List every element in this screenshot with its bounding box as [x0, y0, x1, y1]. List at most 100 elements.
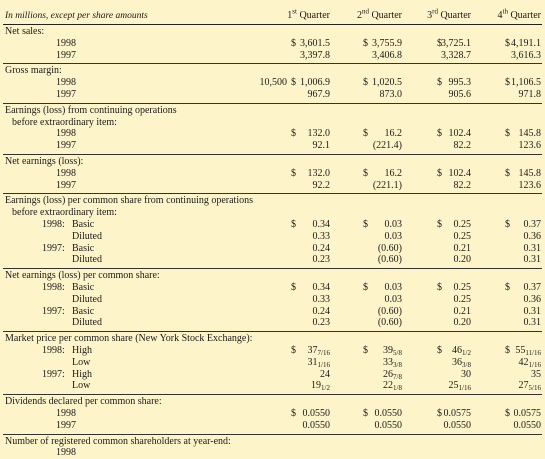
- cell-value: (0.60): [377, 317, 402, 329]
- cell-value: 0.31: [523, 242, 542, 254]
- rule: [3, 268, 542, 270]
- cell-value: 92.2: [312, 179, 331, 191]
- cell-currency: $: [505, 37, 510, 49]
- rule: [3, 193, 542, 195]
- cell-number: 1,106.5: [511, 77, 541, 89]
- cell-value: 995.3: [449, 77, 472, 89]
- rule: [3, 102, 542, 104]
- quarter-sup: th: [502, 7, 508, 16]
- cell-value: 145.8: [519, 128, 542, 140]
- cell-value: 0.0550: [302, 419, 331, 431]
- row-year: 1998: [56, 408, 76, 419]
- row-sub: Basic: [72, 305, 95, 317]
- row-year: 1998:: [42, 345, 65, 356]
- cell-value: 102.4: [449, 128, 472, 140]
- cell-number: 102.4: [448, 128, 472, 140]
- cell-fraction: 5/16: [528, 384, 541, 393]
- row-year: 1997: [56, 49, 76, 61]
- cell-value: 395/8: [383, 345, 402, 357]
- quarter-sup: st: [292, 7, 297, 16]
- cell-currency: $: [363, 167, 368, 179]
- cell-currency: $: [505, 345, 510, 356]
- rule: [3, 433, 542, 435]
- cell-number: 132.0: [307, 128, 331, 140]
- cell-currency: $: [505, 77, 510, 89]
- section-title: before extraordinary item:: [12, 207, 117, 219]
- cell-value: (221.4): [372, 140, 402, 152]
- cell-number: 0.0575: [443, 408, 472, 419]
- row-sub: Diluted: [72, 230, 102, 242]
- row-sub: High: [72, 345, 92, 356]
- cell-value: 102.4: [449, 168, 472, 180]
- section-title: Dividends declared per common share:: [5, 396, 162, 408]
- quarter-header: 4th Quarter: [498, 7, 542, 22]
- section-title: Earnings (loss) per common share from co…: [5, 195, 253, 207]
- cell-number: 27: [518, 380, 529, 392]
- cell-number: 3,755.9: [372, 37, 402, 49]
- cell-currency: $: [363, 408, 368, 419]
- cell-value: 377/16: [308, 345, 330, 357]
- cell-currency: $: [363, 128, 368, 140]
- cell-value: 92.1: [312, 140, 331, 152]
- cell-number: 0.37: [523, 282, 542, 293]
- row-sub: Basic: [72, 242, 95, 254]
- cell-value: 30: [461, 368, 471, 380]
- cell-value: 0.03: [384, 230, 403, 242]
- cell-value: 24: [320, 368, 330, 380]
- cell-currency: $: [437, 345, 442, 356]
- cell-number: 31: [307, 356, 318, 368]
- cell-value: 123.6: [518, 179, 542, 191]
- cell-value: 333/8: [383, 357, 402, 369]
- cell-currency: $: [505, 167, 510, 179]
- cell-number: 0.25: [453, 219, 472, 230]
- cell-value: 0.21: [453, 305, 472, 317]
- header-title: In millions, except per share amounts: [5, 11, 148, 21]
- cell-currency: $: [505, 282, 510, 293]
- cell-number: 0.37: [523, 219, 542, 230]
- cell-number: 19: [311, 380, 322, 392]
- stray-note: 10,500: [259, 77, 288, 89]
- cell-fraction: 1/16: [458, 384, 471, 393]
- cell-number: 16.2: [384, 167, 403, 179]
- cell-currency: $: [291, 345, 296, 356]
- row-sub: Diluted: [72, 317, 102, 329]
- section-title: Market price per common share (New York …: [5, 333, 253, 345]
- cell-value: 0.31: [523, 254, 542, 266]
- cell-value: 0.24: [312, 305, 331, 317]
- row-year: 1998: [56, 77, 76, 89]
- cell-value: 873.0: [379, 89, 403, 100]
- cell-currency: $: [363, 37, 368, 49]
- row-year: 1998: [56, 128, 76, 140]
- cell-number: 0.0550: [302, 408, 331, 419]
- cell-number: 42: [518, 356, 529, 368]
- cell-value: 0.0575: [444, 408, 472, 420]
- cell-fraction: 1/2: [321, 384, 330, 393]
- cell-value: 3,601.5: [300, 38, 330, 50]
- cell-value: 4,191.1: [511, 38, 541, 50]
- cell-value: 251/16: [449, 380, 471, 392]
- cell-value: 132.0: [308, 128, 331, 140]
- cell-currency: $: [437, 37, 442, 49]
- cell-value: 0.24: [312, 242, 331, 254]
- cell-currency: $: [363, 282, 368, 293]
- cell-number: 145.8: [518, 128, 542, 140]
- cell-fraction: 11/16: [525, 349, 541, 357]
- cell-value: (221.1): [372, 179, 402, 191]
- cell-value: 267/8: [383, 369, 402, 381]
- cell-value: 145.8: [519, 168, 542, 180]
- cell-value: 3,397.8: [300, 49, 330, 61]
- cell-value: 0.0550: [374, 419, 403, 431]
- cell-currency: $: [291, 167, 296, 179]
- quarter-word: Quarter: [510, 10, 541, 21]
- cell-value: 0.25: [454, 219, 472, 231]
- cell-number: 1,006.9: [300, 77, 330, 89]
- quarter-header: 1st Quarter: [287, 7, 330, 22]
- cell-value: 3,725.1: [441, 38, 471, 50]
- cell-value: 132.0: [308, 168, 331, 180]
- cell-number: 46: [452, 345, 463, 356]
- cell-number: 39: [383, 345, 394, 356]
- cell-value: 971.8: [518, 89, 542, 100]
- cell-currency: $: [437, 128, 442, 140]
- cell-value: 0.0550: [443, 419, 472, 431]
- section-title: Earnings (loss) from continuing operatio…: [5, 104, 177, 116]
